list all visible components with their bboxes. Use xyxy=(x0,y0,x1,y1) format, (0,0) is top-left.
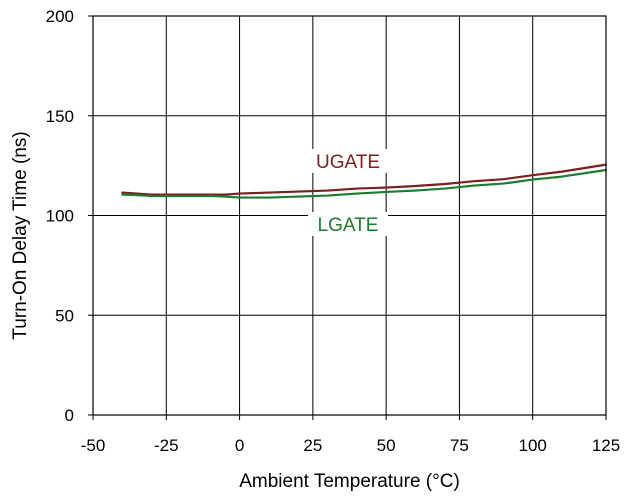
series-line-lgate xyxy=(121,168,608,199)
series-labels: UGATE LGATE xyxy=(308,149,388,236)
x-tick-label: 75 xyxy=(450,436,469,455)
y-axis-title: Turn-On Delay Time (ns) xyxy=(10,131,31,339)
plot-frame xyxy=(92,15,607,416)
ticks: -50 -25 0 25 50 75 100 125 0 50 100 150 200 xyxy=(46,7,621,455)
series-group xyxy=(121,163,608,199)
series-label-lgate: LGATE xyxy=(318,215,379,236)
y-tick-label: 0 xyxy=(65,406,74,425)
series-label-bg xyxy=(308,212,388,236)
x-tick-label: 0 xyxy=(235,436,244,455)
y-tick-label: 150 xyxy=(46,107,74,126)
x-tick-label: 100 xyxy=(519,436,547,455)
series-label-bg xyxy=(308,149,388,173)
series-line-ugate xyxy=(121,163,608,196)
x-tick-label: 125 xyxy=(592,436,620,455)
x-tick-label: 50 xyxy=(377,436,396,455)
x-tick-label: -50 xyxy=(81,436,106,455)
y-tick-label: 200 xyxy=(46,7,74,26)
x-axis-title: Ambient Temperature (°C) xyxy=(239,471,460,492)
x-tick-label: -25 xyxy=(154,436,179,455)
y-tick-label: 50 xyxy=(55,306,74,325)
x-tick-label: 25 xyxy=(303,436,322,455)
series-label-ugate: UGATE xyxy=(316,152,380,173)
y-tick-label: 100 xyxy=(46,207,74,226)
